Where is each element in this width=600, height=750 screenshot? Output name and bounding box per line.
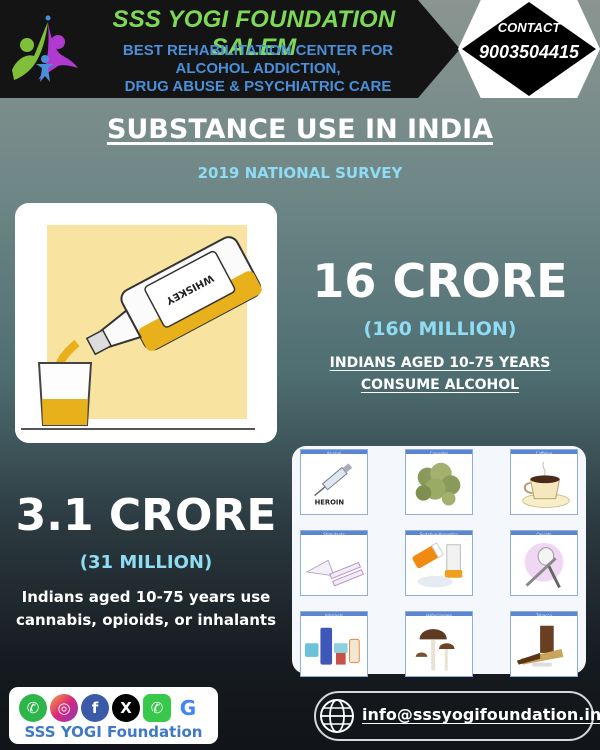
pill-bottle-icon <box>412 541 463 588</box>
drug-stat-value: 3.1 CRORE <box>15 490 277 541</box>
drug-cell-label: Opioids <box>511 531 577 535</box>
phone-icon[interactable]: ✆ <box>143 694 171 722</box>
aerosol-cans-icon <box>304 627 360 665</box>
drug-cell-sedative-hypnotics: Sedative-Hypnotics <box>405 530 473 596</box>
header-background <box>0 0 460 98</box>
drug-cell-label: Hallucinogen <box>406 612 472 616</box>
tagline: BEST REHABILITATION CENTER FOR ALCOHOL A… <box>108 42 408 96</box>
x-icon[interactable]: X <box>112 694 140 722</box>
contact-label: CONTACT <box>497 20 561 35</box>
drug-cell-label: Alcohol <box>301 450 367 454</box>
alcohol-stat-description: INDIANS AGED 10-75 YEARS CONSUME ALCOHOL <box>290 352 590 396</box>
whatsapp-icon[interactable]: ✆ <box>19 694 47 722</box>
drug-cell-stimulants: Stimulants <box>300 530 368 596</box>
drug-cell-caffeine: Caffeine <box>510 449 578 515</box>
drug-cell-inhalants: Inhalants <box>300 611 368 677</box>
drug-stat-description: Indians aged 10-75 years use cannabis, o… <box>0 586 292 632</box>
syringe-icon: HEROIN <box>314 463 353 506</box>
instagram-icon[interactable]: ◎ <box>50 694 78 722</box>
page-title: SUBSTANCE USE IN INDIA <box>106 114 494 145</box>
contact-phone-number[interactable]: 9003504415 <box>478 42 580 62</box>
alcohol-desc-line-2: CONSUME ALCOHOL <box>360 377 520 393</box>
drug-cell-opioids: Opioids <box>510 530 578 596</box>
drug-cell-label: Tobacco <box>511 612 577 616</box>
drug-cell-cannabis: Cannabis <box>405 449 473 515</box>
tobacco-icon <box>516 625 564 667</box>
drug-desc-line-2: cannabis, opioids, or inhalants <box>15 611 277 629</box>
powder-icon <box>305 559 364 587</box>
coffee-cup-icon <box>522 461 570 508</box>
cannabis-icon <box>415 462 461 506</box>
whiskey-image-card: WHISKEY <box>15 203 277 443</box>
family-figures-logo-icon <box>12 15 78 82</box>
social-label: SSS YOGI Foundation <box>24 723 203 741</box>
google-icon[interactable]: G <box>174 694 202 722</box>
drug-stat-equivalent: (31 MILLION) <box>79 552 213 573</box>
drug-cell-label: Sedative-Hypnotics <box>406 531 472 535</box>
email-pill <box>314 691 594 741</box>
drug-cell-label: Caffeine <box>511 450 577 454</box>
email-link[interactable]: info@sssyogifoundation.in <box>362 705 600 724</box>
tagline-line-3: DRUG ABUSE & PSYCHIATRIC CARE <box>124 78 392 95</box>
whiskey-pouring-icon: WHISKEY <box>15 203 277 443</box>
header-banner: SSS YOGI FOUNDATION SALEM BEST REHABILIT… <box>0 0 600 100</box>
organization-name: SSS YOGI FOUNDATION SALEM <box>112 6 396 61</box>
page-subtitle: 2019 NATIONAL SURVEY <box>197 164 403 182</box>
alcohol-stat-equivalent: (160 MILLION) <box>363 318 517 340</box>
spoon-syringe-icon <box>524 542 564 588</box>
facebook-icon[interactable]: f <box>81 694 109 722</box>
tagline-line-2: ALCOHOL ADDICTION, <box>175 60 341 77</box>
drug-desc-line-1: Indians aged 10-75 years use <box>21 588 271 606</box>
drug-cell-label: Stimulants <box>301 531 367 535</box>
social-links-box: ✆ ◎ f X ✆ G SSS YOGI Foundation <box>9 687 218 744</box>
alcohol-stat-value: 16 CRORE <box>312 254 568 308</box>
drug-cell-alcohol: Alcohol HEROIN <box>300 449 368 515</box>
svg-text:HEROIN: HEROIN <box>315 498 345 506</box>
tagline-line-1: BEST REHABILITATION CENTER FOR <box>122 42 394 59</box>
drug-cell-hallucinogen: Hallucinogen <box>405 611 473 677</box>
drug-types-grid: Alcohol HEROIN Cannabis Caffeine <box>292 446 586 677</box>
drug-cell-tobacco: Tobacco <box>510 611 578 677</box>
globe-icon <box>320 699 354 733</box>
alcohol-desc-line-1: INDIANS AGED 10-75 YEARS <box>329 355 551 371</box>
drug-cell-label: Inhalants <box>301 612 367 616</box>
drug-cell-label: Cannabis <box>406 450 472 454</box>
mushroom-icon <box>415 628 455 671</box>
